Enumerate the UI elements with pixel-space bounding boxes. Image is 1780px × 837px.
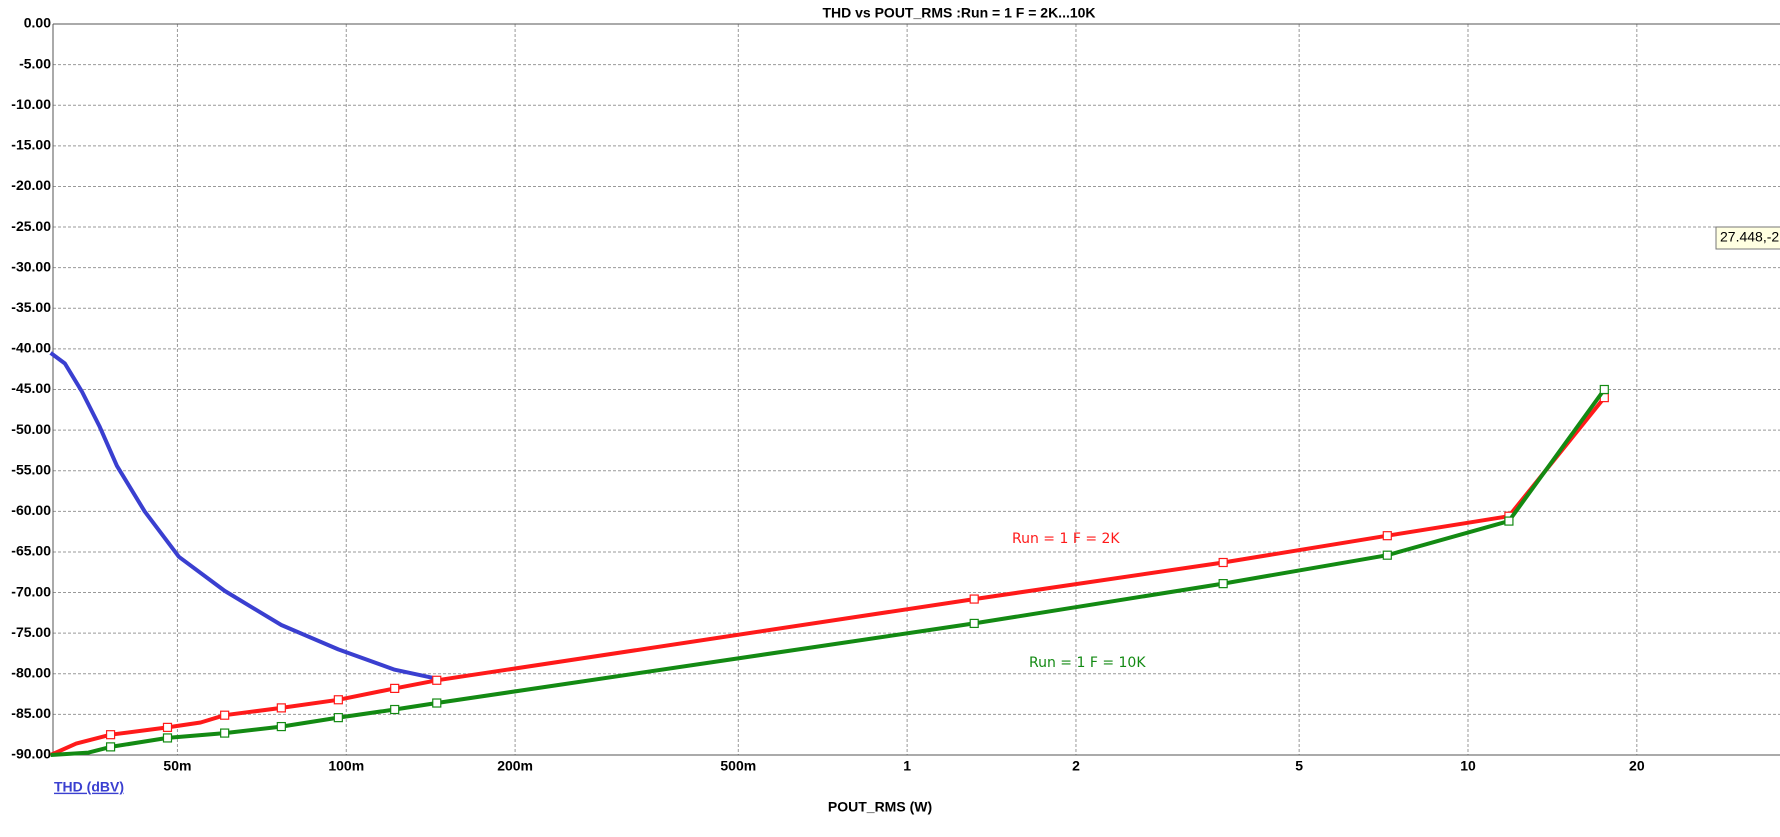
point-marker [220, 710, 230, 720]
x-tick-label: 50m [163, 758, 191, 774]
cursor-readout-box [1715, 226, 1780, 250]
point-marker [333, 713, 343, 723]
cursor-readout: 27.448,-21 [1720, 229, 1780, 245]
point-marker [220, 728, 230, 738]
series-line [49, 396, 1606, 757]
y-tick-label: -75.00 [11, 624, 51, 640]
point-marker [432, 675, 442, 685]
y-tick-label: -50.00 [11, 421, 51, 437]
point-marker [276, 721, 286, 732]
y-tick-label: 0.00 [24, 15, 51, 31]
point-marker [105, 730, 116, 740]
point-marker [162, 733, 173, 743]
x-tick-label: 20 [1629, 758, 1645, 774]
y-tick-label: -30.00 [11, 258, 51, 274]
point-marker [162, 722, 173, 732]
point-marker [1504, 516, 1514, 526]
x-tick-label: 200m [497, 758, 533, 774]
y-tick-label: -80.00 [11, 664, 51, 680]
point-marker [1599, 384, 1609, 395]
y-tick-label: -20.00 [11, 177, 51, 193]
y-tick-label: -40.00 [11, 340, 51, 356]
y-tick-label: -55.00 [11, 461, 51, 477]
y-tick-label: -70.00 [11, 583, 51, 599]
point-marker [1382, 550, 1392, 560]
y-tick-label: -15.00 [11, 137, 51, 153]
x-tick-label: 10 [1460, 758, 1476, 774]
x-tick-label: 500m [720, 758, 756, 774]
y-tick-label: -35.00 [11, 299, 51, 315]
point-marker [333, 695, 343, 705]
point-marker [1382, 531, 1392, 541]
point-marker [1218, 579, 1228, 589]
x-tick-label: 100m [328, 758, 364, 774]
point-marker [390, 704, 400, 715]
series-line [49, 351, 438, 681]
point-marker [276, 703, 286, 713]
y-tick-label: -65.00 [11, 543, 51, 559]
x-tick-label: 5 [1295, 758, 1303, 774]
y-tick-label: -5.00 [19, 55, 51, 71]
point-marker [390, 683, 400, 693]
point-marker [969, 594, 979, 604]
x-tick-label: 1 [903, 758, 911, 774]
point-marker [1218, 557, 1228, 568]
point-marker [969, 618, 979, 629]
series-label: Run = 1 F = 2K [1012, 531, 1120, 547]
series-label: Run = 1 F = 10K [1029, 655, 1146, 671]
y-tick-label: -25.00 [11, 218, 51, 234]
point-marker [432, 698, 442, 708]
x-tick-label: 2 [1072, 758, 1080, 774]
chart-title: THD vs POUT_RMS :Run = 1 F = 2K...10K [822, 5, 1095, 21]
y-axis-label[interactable]: THD (dBV) [54, 779, 124, 795]
y-tick-label: -60.00 [11, 502, 51, 518]
series-line [50, 388, 1606, 757]
point-marker [105, 742, 116, 752]
y-tick-label: -10.00 [11, 96, 51, 112]
y-tick-label: -90.00 [11, 746, 51, 762]
x-axis-label: POUT_RMS (W) [828, 799, 932, 815]
y-tick-label: -45.00 [11, 380, 51, 396]
y-tick-label: -85.00 [11, 705, 51, 721]
